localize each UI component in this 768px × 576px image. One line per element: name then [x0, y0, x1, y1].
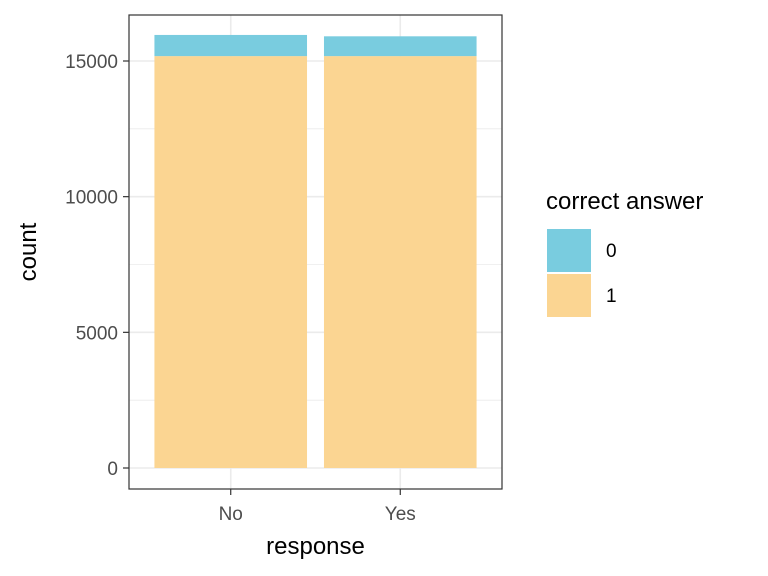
- y-axis: 0 5000 10000 15000: [65, 52, 129, 480]
- y-tick-label: 5000: [76, 323, 118, 344]
- legend-label: 0: [606, 241, 617, 262]
- bar-yes-series-1: [323, 56, 477, 469]
- y-tick-label: 15000: [65, 52, 118, 73]
- bar-no-series-1: [154, 56, 308, 469]
- x-axis-title: response: [266, 533, 365, 560]
- legend: correct answer 0 1: [546, 188, 703, 317]
- y-axis-title: count: [15, 222, 42, 281]
- x-tick-label: Yes: [385, 504, 416, 525]
- x-axis: No Yes: [219, 489, 416, 525]
- y-tick-label: 10000: [65, 188, 118, 209]
- legend-title: correct answer: [546, 188, 703, 215]
- x-tick-label: No: [219, 504, 243, 525]
- panel-border: [128, 14, 503, 490]
- y-tick-label: 0: [107, 459, 118, 480]
- legend-swatch-1: [547, 274, 591, 317]
- bar-no-series-0: [154, 34, 308, 57]
- legend-swatch-0: [547, 229, 591, 272]
- legend-label: 1: [606, 286, 617, 307]
- bars: [154, 34, 477, 469]
- bar-yes-series-0: [323, 36, 477, 57]
